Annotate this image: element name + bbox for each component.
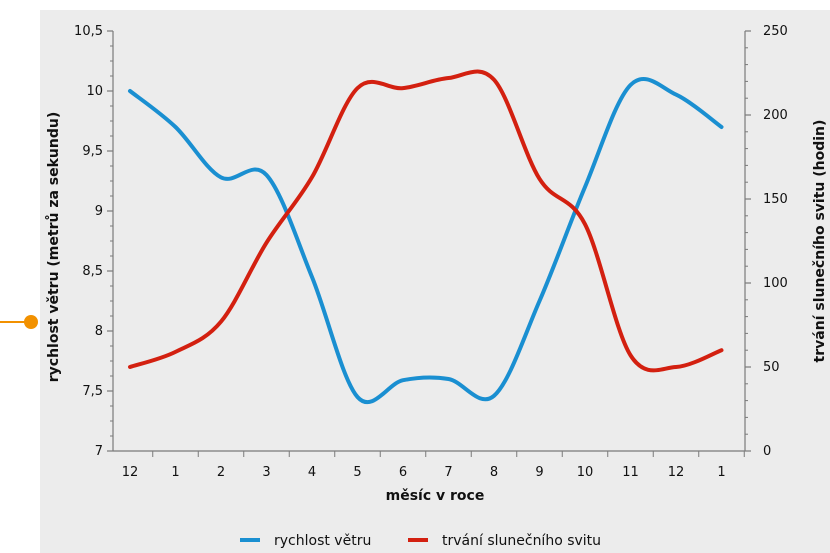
x-tick-label: 6 <box>399 465 407 480</box>
legend-label: trvání slunečního svitu <box>442 533 601 549</box>
right-tick-label: 0 <box>763 444 771 459</box>
annotation-marker <box>0 315 38 329</box>
x-tick-label: 12 <box>668 465 685 480</box>
x-tick-label: 1 <box>171 465 179 480</box>
legend: rychlost větru trvání slunečního svitu <box>240 533 601 549</box>
left-tick-label: 10 <box>86 84 103 99</box>
right-axis-title: trvání slunečního svitu (hodin) <box>812 120 828 363</box>
axes-layer <box>107 31 751 457</box>
left-tick-label: 7,5 <box>82 384 103 399</box>
series-line-sunshine <box>130 71 722 370</box>
right-tick-label: 150 <box>763 192 788 207</box>
x-tick-label: 12 <box>122 465 139 480</box>
series-line-wind-speed <box>130 79 722 402</box>
left-tick-label: 10,5 <box>74 24 103 39</box>
right-tick-label: 100 <box>763 276 788 291</box>
series-layer <box>130 71 722 402</box>
right-tick-label: 250 <box>763 24 788 39</box>
x-axis-title: měsíc v roce <box>386 488 485 504</box>
x-tick-label: 2 <box>217 465 225 480</box>
x-tick-label: 11 <box>622 465 639 480</box>
x-tick-label: 1 <box>717 465 725 480</box>
left-axis-title: rychlost větru (metrů za sekundu) <box>45 112 62 383</box>
left-tick-label: 9 <box>95 204 103 219</box>
left-tick-label: 8,5 <box>82 264 103 279</box>
left-tick-label: 7 <box>95 444 103 459</box>
x-tick-label: 10 <box>577 465 594 480</box>
marker-dot <box>24 315 38 329</box>
left-tick-label: 8 <box>95 324 103 339</box>
x-tick-label: 3 <box>262 465 270 480</box>
left-tick-label: 9,5 <box>82 144 103 159</box>
x-tick-label: 7 <box>444 465 452 480</box>
x-tick-label: 9 <box>535 465 543 480</box>
right-tick-label: 50 <box>763 360 780 375</box>
x-tick-label: 8 <box>490 465 498 480</box>
legend-label: rychlost větru <box>274 533 371 549</box>
x-tick-label: 4 <box>308 465 316 480</box>
right-tick-label: 200 <box>763 108 788 123</box>
x-tick-label: 5 <box>353 465 361 480</box>
